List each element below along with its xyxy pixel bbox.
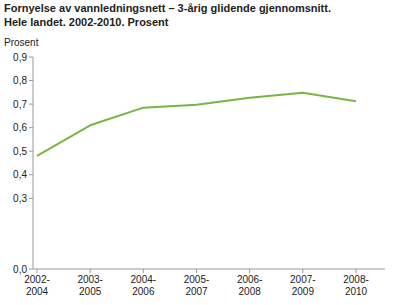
data-line xyxy=(37,93,356,156)
y-tick-label: 0,7 xyxy=(13,99,27,110)
x-tick-label-part: 2007- xyxy=(290,274,316,285)
y-tick xyxy=(29,80,33,81)
y-tick-label: 0,0 xyxy=(13,264,27,275)
y-tick xyxy=(29,174,33,175)
title: Fornyelse av vannledningsnett – 3-årig g… xyxy=(4,2,331,14)
y-tick-label: 0,8 xyxy=(13,75,27,86)
x-tick-label-part: 2006 xyxy=(132,286,155,297)
y-tick xyxy=(29,57,33,58)
subtitle: Hele landet. 2002-2010. Prosent xyxy=(4,16,169,28)
y-tick xyxy=(29,151,33,152)
x-tick xyxy=(196,269,197,273)
x-tick-label: 2004-2006 xyxy=(131,274,157,297)
x-tick-label-part: 2003- xyxy=(77,274,103,285)
y-axis xyxy=(33,57,34,269)
x-tick-label-part: 2002- xyxy=(24,274,50,285)
y-tick xyxy=(29,198,33,199)
x-tick-label-part: 2008 xyxy=(239,286,262,297)
x-tick xyxy=(90,269,91,273)
x-tick-label-part: 2006- xyxy=(237,274,263,285)
x-tick-label: 2002-2004 xyxy=(24,274,50,297)
chart: Fornyelse av vannledningsnett – 3-årig g… xyxy=(0,0,393,305)
x-tick-label-part: 2004 xyxy=(26,286,49,297)
y-tick xyxy=(29,104,33,105)
x-tick xyxy=(37,269,38,273)
y-axis-label: Prosent xyxy=(4,37,39,48)
y-tick-label: 0,4 xyxy=(13,169,27,180)
x-tick-label-part: 2007 xyxy=(185,286,208,297)
x-tick xyxy=(249,269,250,273)
x-tick-label: 2003-2005 xyxy=(77,274,103,297)
x-tick-label: 2007-2009 xyxy=(290,274,316,297)
x-tick-label-part: 2010 xyxy=(345,286,368,297)
y-tick-label: 0,5 xyxy=(13,146,27,157)
x-tick-label: 2006-2008 xyxy=(237,274,263,297)
y-tick xyxy=(29,269,33,270)
x-tick-label-part: 2005 xyxy=(79,286,102,297)
x-tick xyxy=(302,269,303,273)
x-tick-label-part: 2008- xyxy=(343,274,369,285)
y-tick-label: 0,3 xyxy=(13,193,27,204)
x-axis xyxy=(33,269,385,270)
x-tick-label: 2008-2010 xyxy=(343,274,369,297)
x-tick-label: 2005-2007 xyxy=(184,274,210,297)
x-tick-label-part: 2009 xyxy=(292,286,315,297)
y-tick-label: 0,6 xyxy=(13,122,27,133)
plot-area xyxy=(37,93,356,156)
x-tick xyxy=(356,269,357,273)
x-tick-label-part: 2004- xyxy=(131,274,157,285)
y-tick xyxy=(29,127,33,128)
x-tick-label-part: 2005- xyxy=(184,274,210,285)
y-tick-label: 0,9 xyxy=(13,52,27,63)
x-tick xyxy=(143,269,144,273)
